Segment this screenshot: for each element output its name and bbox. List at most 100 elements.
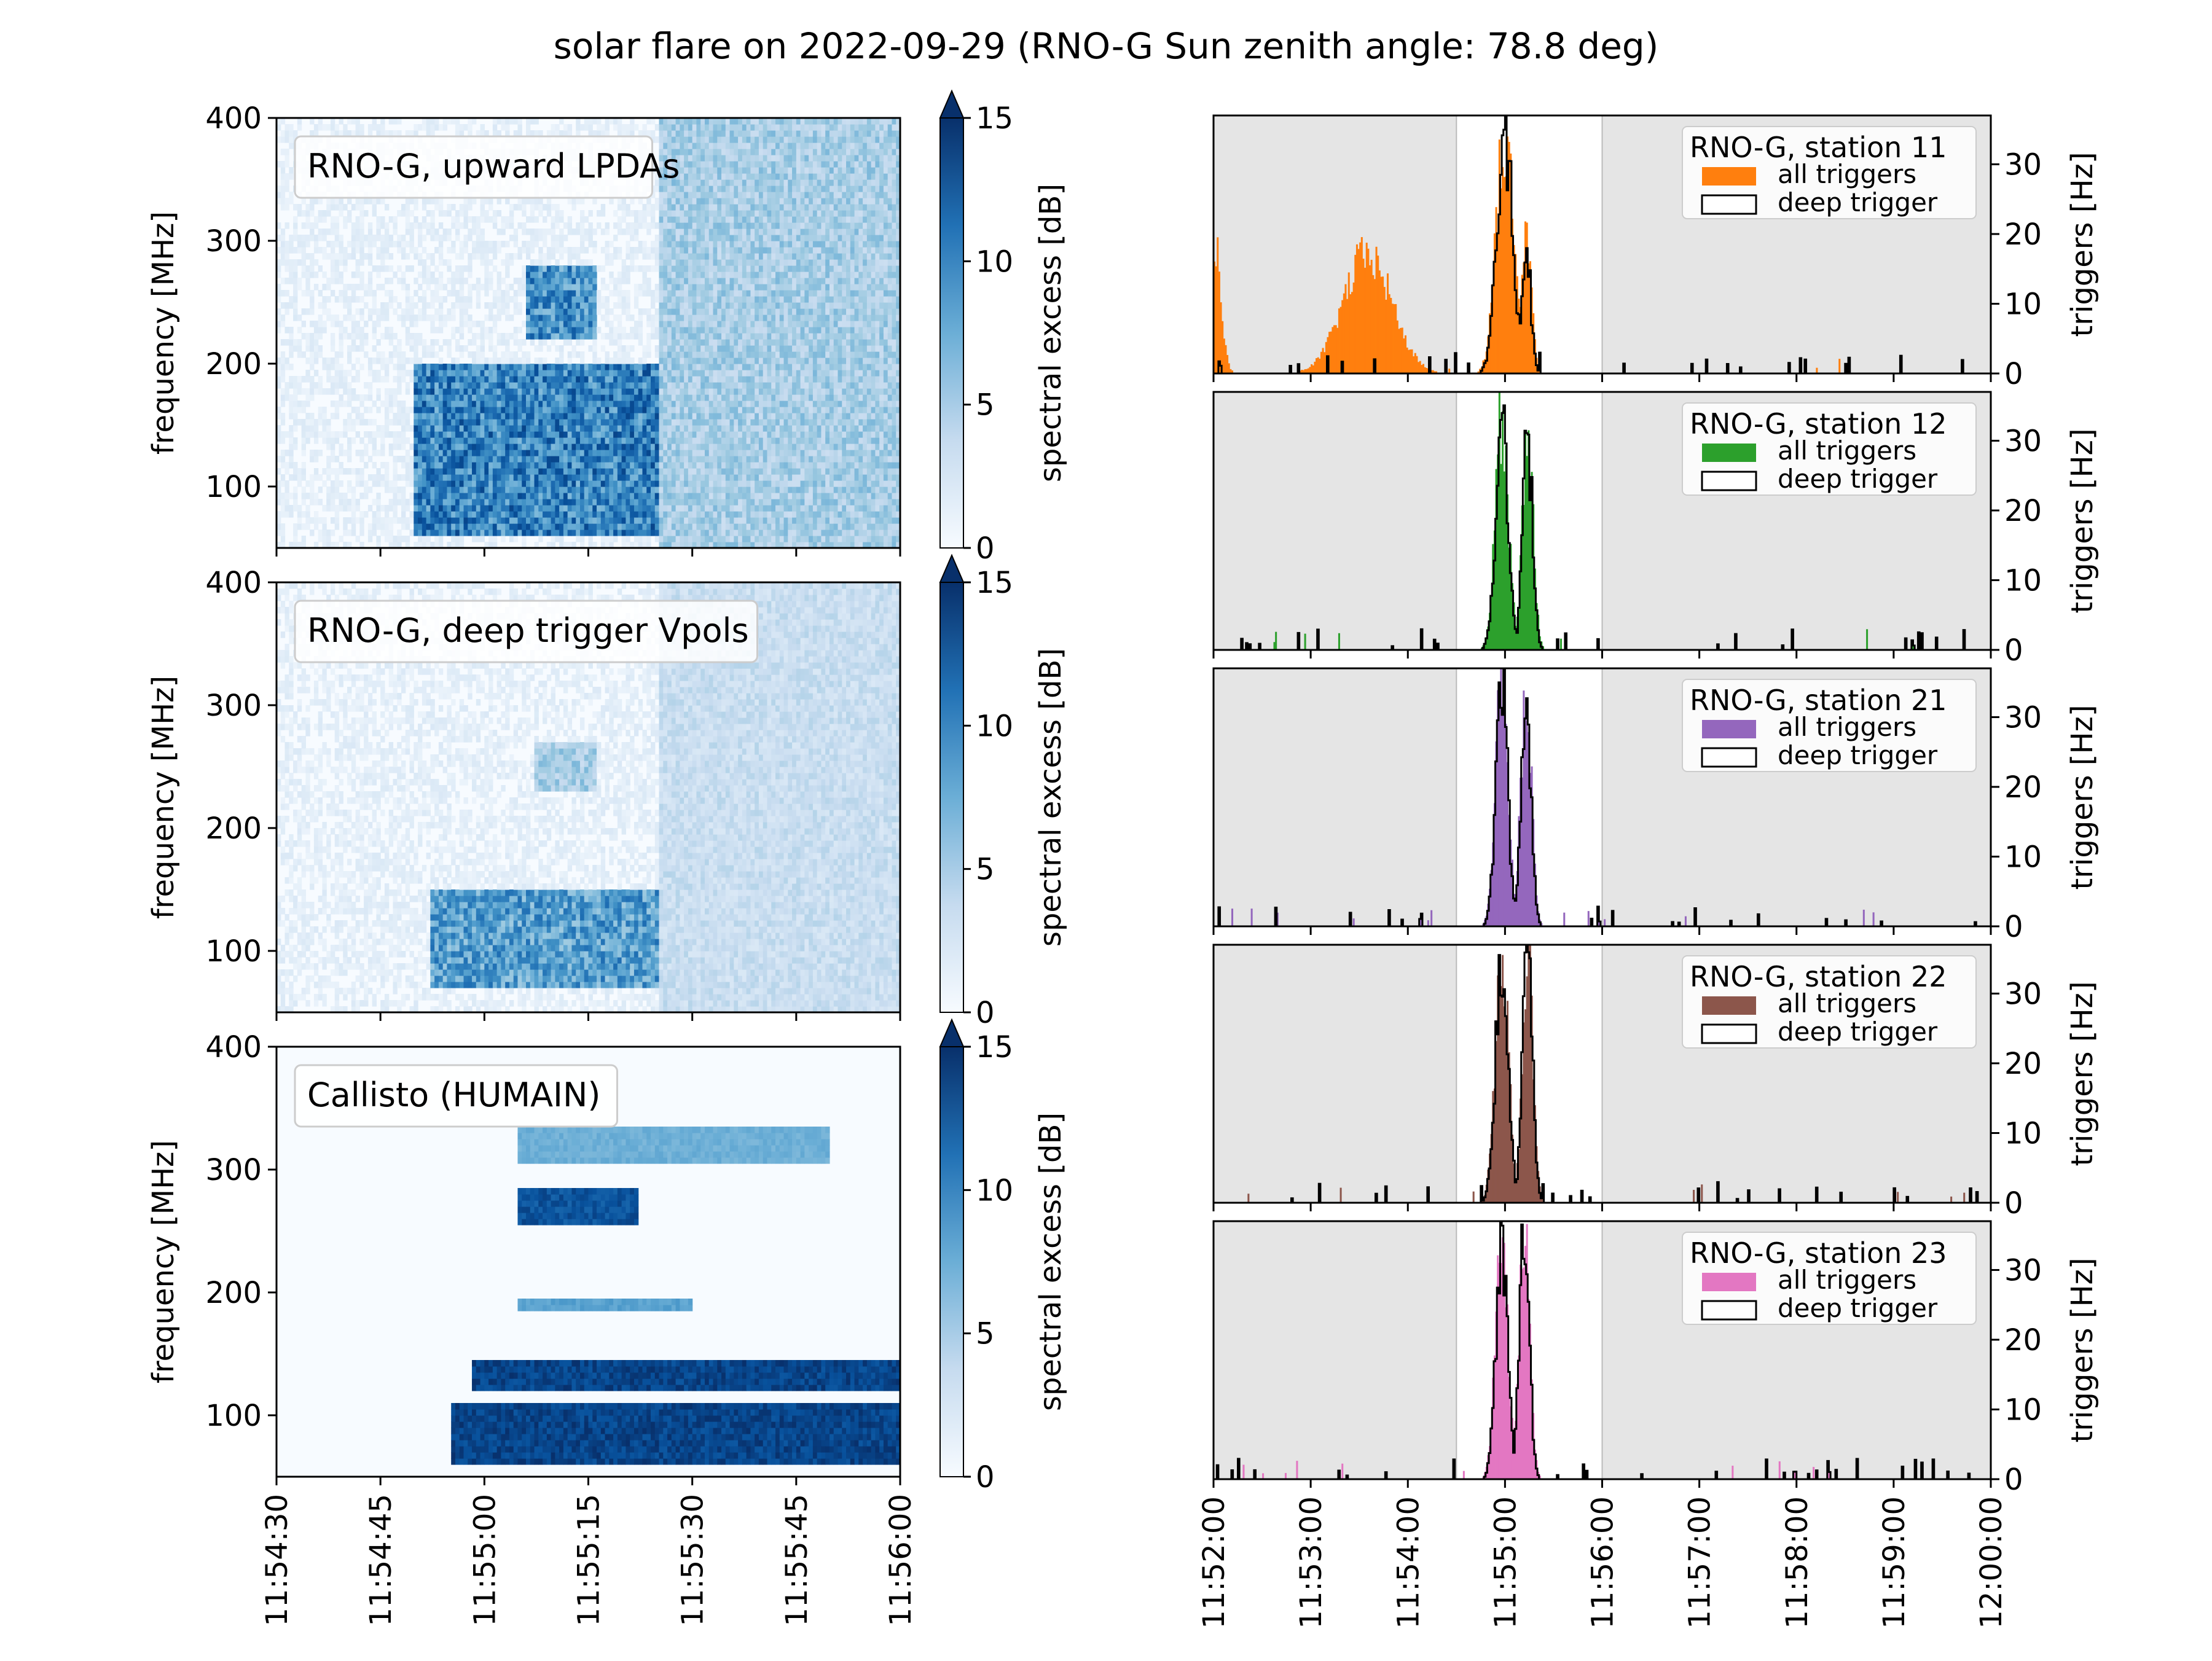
- spectrogram-cell: [667, 401, 672, 407]
- spectrogram-cell: [638, 487, 643, 493]
- spectrogram-cell: [322, 523, 327, 530]
- spectrogram-cell: [576, 517, 581, 524]
- spectrogram-cell: [646, 499, 651, 506]
- spectrogram-cell: [343, 370, 348, 377]
- spectrogram-cell: [284, 290, 289, 297]
- spectrogram-cell: [671, 186, 677, 192]
- spectrogram-cell: [480, 327, 485, 334]
- spectrogram-cell: [509, 358, 514, 364]
- spectrogram-cell: [663, 327, 668, 334]
- spectrogram-cell: [563, 431, 568, 438]
- spectrogram-cell: [492, 401, 498, 407]
- spectrogram-cell: [330, 204, 335, 211]
- spectrogram-cell: [663, 149, 668, 155]
- spectrogram-cell: [613, 431, 618, 438]
- spectrogram-cell: [455, 216, 460, 223]
- spectrogram-cell: [671, 155, 677, 162]
- spectrogram-cell: [447, 511, 452, 518]
- spectrogram-cell: [463, 376, 468, 383]
- spectrogram-cell: [651, 388, 656, 395]
- spectrogram-cell: [484, 290, 489, 297]
- spectrogram-cell: [492, 253, 498, 260]
- spectrogram-cell: [426, 499, 431, 506]
- spectrogram-cell: [367, 364, 373, 370]
- spectrogram-cell: [347, 198, 352, 205]
- spectrogram-cell: [543, 376, 547, 383]
- spectrogram-cell: [638, 511, 643, 518]
- spectrogram-cell: [659, 370, 664, 377]
- spectrogram-cell: [505, 444, 510, 450]
- spectrogram-cell: [592, 499, 597, 506]
- spectrogram-cell: [630, 259, 635, 266]
- spectrogram-cell: [468, 419, 473, 426]
- spectrogram-cell: [284, 259, 289, 266]
- spectrogram-cell: [513, 302, 519, 309]
- spectrogram-cell: [522, 351, 527, 358]
- spectrogram-cell: [438, 358, 444, 364]
- spectrogram-cell: [468, 450, 473, 456]
- spectrogram-cell: [343, 388, 348, 395]
- spectrogram-cell: [284, 155, 289, 162]
- spectrogram-cell: [592, 542, 597, 549]
- spectrogram-cell: [376, 376, 381, 383]
- spectrogram-cell: [472, 493, 477, 499]
- spectrogram-cell: [663, 450, 668, 456]
- spectrogram-cell: [571, 327, 576, 334]
- spectrogram-cell: [305, 505, 310, 512]
- spectrogram-cell: [367, 278, 373, 284]
- spectrogram-cell: [617, 419, 622, 426]
- spectrogram-cell: [313, 517, 319, 524]
- spectrogram-cell: [675, 480, 680, 487]
- spectrogram-cell: [330, 321, 335, 327]
- spectrogram-cell: [671, 198, 677, 205]
- spectrogram-cell: [571, 321, 576, 327]
- spectrogram-cell: [513, 536, 519, 542]
- spectrogram-cell: [617, 407, 622, 413]
- spectrogram-cell: [280, 118, 286, 125]
- spectrogram-cell: [364, 235, 369, 241]
- spectrogram-cell: [605, 247, 610, 254]
- spectrogram-cell: [563, 247, 568, 254]
- spectrogram-cell: [605, 462, 610, 469]
- spectrogram-cell: [472, 333, 477, 340]
- spectrogram-cell: [526, 493, 531, 499]
- spectrogram-cell: [592, 290, 597, 297]
- spectrogram-cell: [597, 462, 602, 469]
- spectrogram-cell: [654, 290, 660, 297]
- spectrogram-cell: [367, 536, 373, 542]
- spectrogram-cell: [579, 431, 585, 438]
- spectrogram-cell: [376, 388, 381, 395]
- spectrogram-cell: [646, 278, 651, 284]
- spectrogram-cell: [667, 536, 672, 542]
- spectrogram-cell: [667, 247, 672, 254]
- spectrogram-cell: [367, 407, 373, 413]
- spectrogram-cell: [579, 480, 585, 487]
- spectrogram-cell: [667, 333, 672, 340]
- spectrogram-cell: [339, 505, 343, 512]
- spectrogram-cell: [480, 198, 485, 205]
- spectrogram-cell: [654, 474, 660, 481]
- spectrogram-cell: [418, 517, 423, 524]
- spectrogram-cell: [517, 511, 522, 518]
- spectrogram-cell: [405, 505, 410, 512]
- spectrogram-cell: [600, 505, 606, 512]
- spectrogram-cell: [609, 327, 614, 334]
- spectrogram-cell: [376, 247, 381, 254]
- spectrogram-cell: [579, 358, 585, 364]
- spectrogram-cell: [418, 499, 423, 506]
- spectrogram-cell: [576, 333, 581, 340]
- spectrogram-cell: [351, 523, 356, 530]
- spectrogram-cell: [409, 462, 414, 469]
- spectrogram-cell: [430, 253, 435, 260]
- spectrogram-cell: [626, 351, 630, 358]
- spectrogram-cell: [468, 290, 473, 297]
- spectrogram-cell: [276, 358, 281, 364]
- spectrogram-cell: [393, 431, 398, 438]
- spectrogram-cell: [551, 229, 555, 235]
- spectrogram-cell: [476, 376, 481, 383]
- spectrogram-cell: [675, 542, 680, 549]
- spectrogram-cell: [434, 296, 439, 303]
- spectrogram-cell: [546, 468, 552, 475]
- spectrogram-cell: [509, 235, 514, 241]
- spectrogram-cell: [305, 204, 310, 211]
